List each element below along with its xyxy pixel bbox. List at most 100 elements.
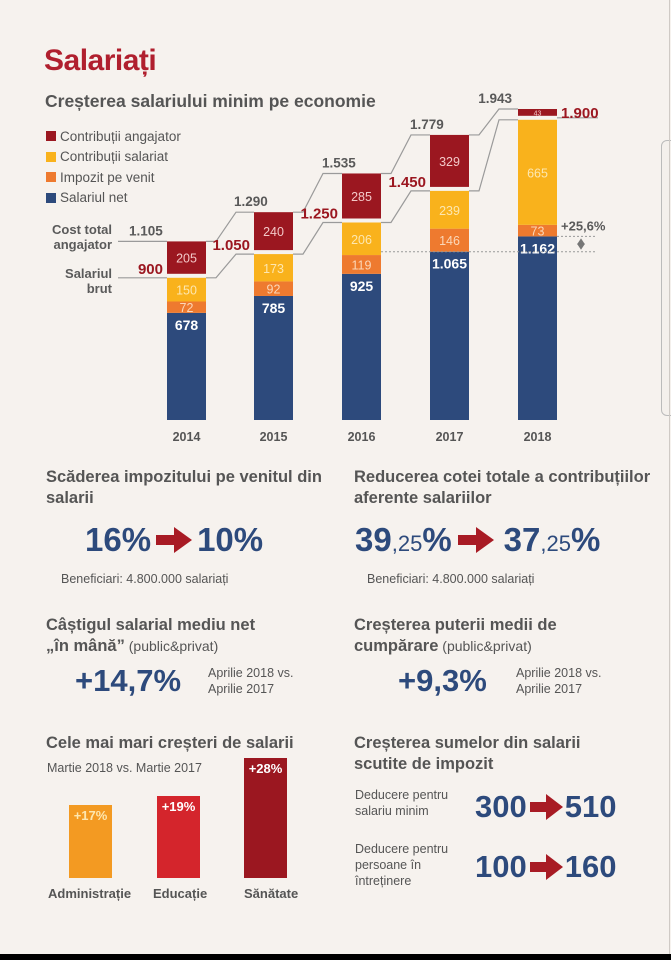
arrow-right-icon: [529, 854, 563, 880]
contrib-to-int: 37: [503, 521, 541, 558]
legend-item: Impozit pe venit: [46, 167, 181, 188]
sector-bar-value: +17%: [73, 807, 108, 823]
arrow-right-icon: [156, 527, 193, 553]
sector-bar-value: +19%: [161, 799, 196, 815]
arrow-up-icon: [577, 238, 585, 245]
deductions-title-line2: scutite de impozit: [354, 755, 494, 773]
net-gain-title-line2: „în mână”: [46, 637, 125, 655]
net-gain-period-line1: Aprilie 2018 vs.: [208, 666, 294, 680]
sector-bar: +17%: [69, 804, 112, 878]
contrib-from-value: 39,25%: [355, 521, 452, 559]
bar-value-label: 285: [351, 190, 372, 204]
sectors-title: Cele mai mari creșteri de salarii: [46, 734, 294, 752]
net-gain-qualifier: (public&privat): [124, 638, 219, 654]
legend-swatch-icon: [46, 172, 56, 183]
bar-value-label: 665: [527, 166, 548, 180]
sector-bar-chart: +17% +19% +28%: [0, 0, 340, 880]
tax-from-value: 16%: [85, 521, 152, 558]
purchasing-period-line1: Aprilie 2018 vs.: [516, 666, 602, 680]
cost-total-label: Cost total angajator: [52, 222, 112, 252]
bar-segment: [167, 277, 206, 302]
bar-segment: [518, 109, 557, 116]
net-gain-period: Aprilie 2018 vs. Aprilie 2017: [208, 665, 293, 697]
bar-value-label: 72: [180, 301, 194, 315]
contrib-to-dec: ,25: [540, 531, 571, 556]
bar-value-label: 146: [439, 234, 460, 248]
contrib-change: 39,25% 37,25%: [355, 521, 600, 559]
bar-segment: [430, 190, 469, 229]
cost-total-value: 1.105: [129, 223, 163, 238]
legend-item: Contribuții salariat: [46, 147, 181, 168]
contrib-to-pct: %: [570, 521, 601, 558]
tax-change: 16% 10%: [85, 521, 263, 559]
bar-value-label: 1.162: [520, 240, 555, 256]
x-tick-label: 2015: [260, 430, 288, 444]
net-gain-period-line2: Aprilie 2017: [208, 682, 275, 696]
scroll-handle[interactable]: [661, 140, 671, 416]
bar-segment: [518, 224, 557, 237]
deduction-from: 100: [475, 849, 527, 884]
cost-total-value: 1.535: [322, 155, 356, 170]
purchasing-period: Aprilie 2018 vs. Aprilie 2017: [516, 665, 601, 697]
legend-label: Contribuții salariat: [60, 149, 169, 165]
deduction-label: Deducere pentru salariu minim: [355, 787, 448, 819]
purchasing-period-line2: Aprilie 2017: [516, 682, 583, 696]
bar-value-label: 92: [267, 283, 281, 297]
bar-value-label: 1.065: [432, 256, 467, 272]
net-gain-title-line1: Câștigul salarial mediu net: [46, 616, 256, 634]
cost-total-value: 1.779: [410, 117, 444, 132]
bar-value-label: 43: [534, 110, 542, 117]
tax-beneficiaries: Beneficiari: 4.800.000 salariați: [61, 572, 229, 586]
legend-label: Salariul net: [60, 190, 128, 206]
x-tick-label: 2014: [173, 430, 201, 444]
bar-segment: [342, 173, 381, 219]
deduction-label-line1: Deducere pentru: [355, 788, 449, 802]
bar-value-label: 73: [531, 225, 545, 239]
bar-segment: [254, 212, 293, 251]
contrib-beneficiaries: Beneficiari: 4.800.000 salariați: [367, 572, 535, 586]
bar-value-label: 678: [175, 317, 199, 333]
deductions-title-line1: Creșterea sumelor din salarii: [354, 734, 581, 752]
deduction-to: 160: [564, 849, 617, 884]
gross-salary-label: Salariul brut: [65, 266, 112, 296]
legend-item: Contribuții angajator: [46, 126, 181, 147]
bar-value-label: 205: [176, 252, 197, 266]
bar-segment: [254, 254, 293, 282]
deduction-from: 300: [475, 789, 527, 824]
cost-total-value: 1.290: [234, 194, 268, 209]
contrib-to-value: 37,25%: [504, 521, 601, 559]
bar-segment: [342, 222, 381, 256]
bar-value-label: 785: [262, 300, 286, 316]
net-gain-value: +14,7%: [75, 663, 182, 698]
bar-value-label: 173: [263, 262, 284, 276]
stacked-bar-chart: 678 72 150 205 2014 785 92 173 240 2015 925 119 206 2…: [118, 91, 606, 444]
contrib-section-title: Reducerea cotei totale a contribuțiilor …: [354, 468, 651, 507]
gross-salary-value: 900: [138, 261, 163, 278]
bar-segment: [430, 134, 469, 187]
chart-legend: Contribuții angajator Contribuții salari…: [46, 126, 181, 208]
gross-salary-value: 1.900: [561, 105, 599, 122]
contrib-from-dec: ,25: [391, 531, 423, 556]
purchasing-title: Creșterea puterii medii de cumpărare (pu…: [354, 615, 654, 657]
tax-section-title: Scăderea impozitului pe venitul din sala…: [46, 468, 322, 507]
deduction-label-line2: persoane în: [355, 858, 422, 872]
sector-label: Sănătate: [244, 886, 299, 901]
x-tick-label: 2018: [524, 430, 552, 444]
legend-swatch-icon: [46, 151, 56, 162]
cost-total-value: 1.943: [478, 91, 512, 106]
tax-to-value: 10%: [197, 521, 264, 558]
bar-segment: [254, 295, 293, 420]
bar-segment: [342, 273, 381, 420]
bar-segment: [167, 312, 206, 420]
sector-bar: +19%: [157, 796, 200, 878]
sector-label: Administrație: [48, 886, 132, 901]
bar-value-label: 925: [350, 278, 374, 294]
purchasing-title-line1: Creșterea puterii medii de: [354, 616, 557, 634]
deduction-change: 100 160: [475, 849, 616, 885]
arrow-right-icon: [529, 794, 563, 820]
contrib-from-int: 39: [355, 521, 392, 558]
sector-bar-value: +28%: [248, 760, 283, 776]
deduction-change: 300 510: [475, 789, 616, 825]
deduction-label-line2: salariu minim: [355, 804, 429, 818]
cost-connector-line: [118, 108, 518, 243]
